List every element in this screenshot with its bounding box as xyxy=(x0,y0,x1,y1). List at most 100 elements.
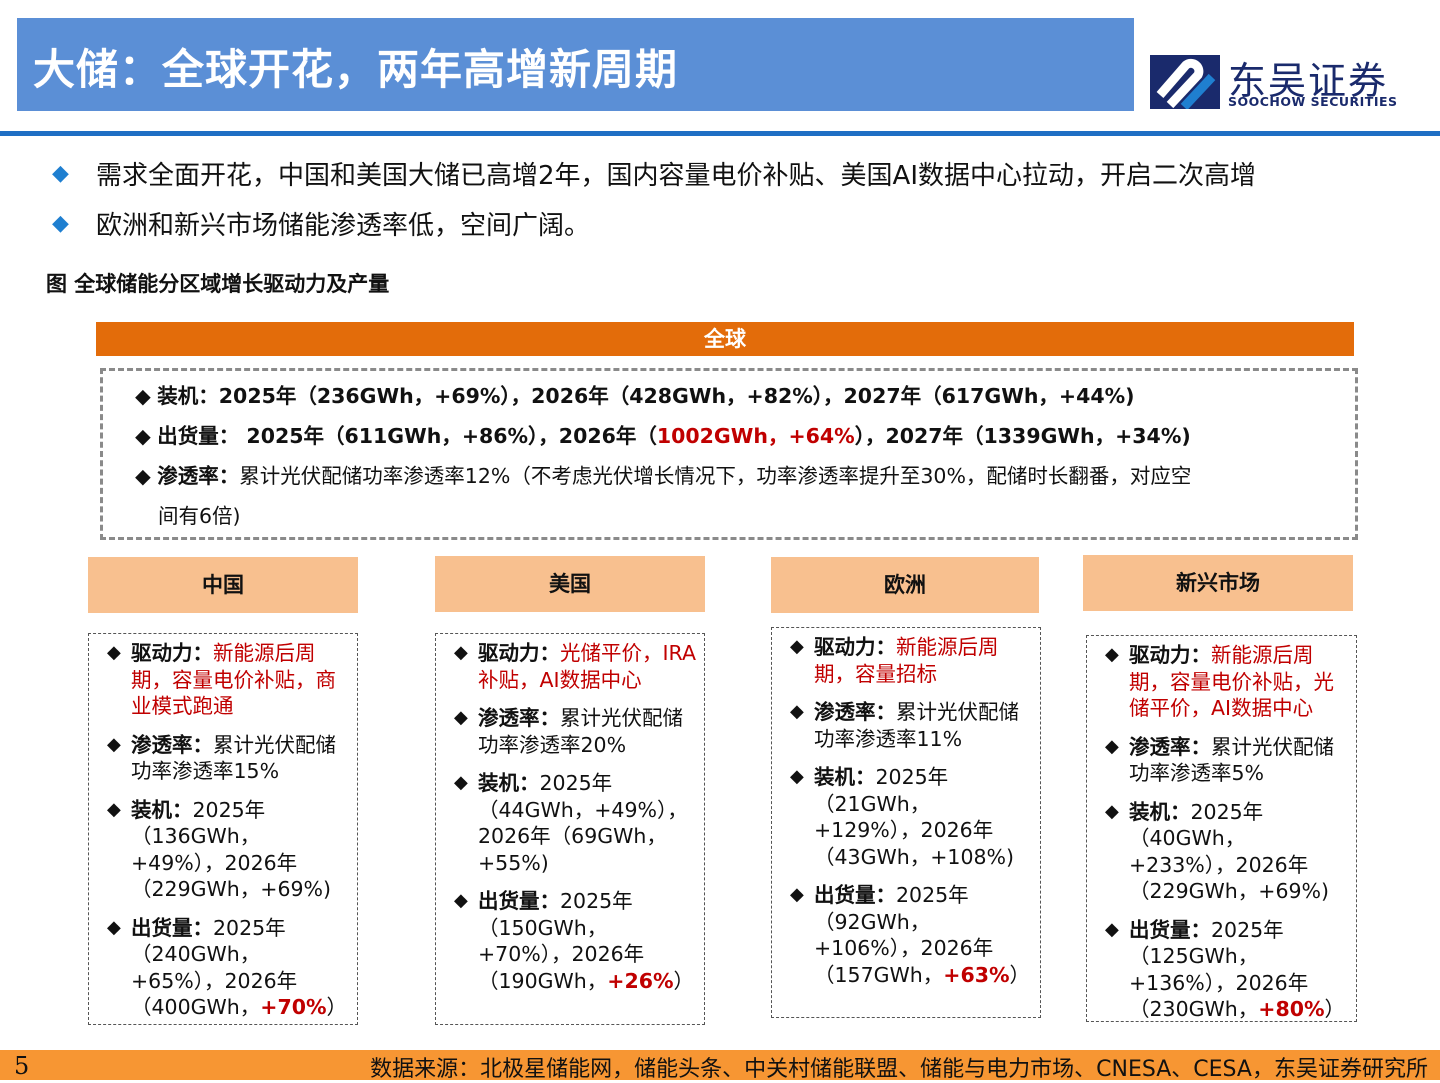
diamond-icon: ◆ xyxy=(1105,735,1119,757)
title-bar: 大储：全球开花，两年高增新周期 xyxy=(17,18,1134,111)
region-header: 中国 xyxy=(88,557,358,613)
text-segment: 出货量： xyxy=(478,889,560,913)
diamond-icon: ◆ xyxy=(1105,644,1119,665)
text-segment: 渗透率： xyxy=(1129,734,1211,759)
text-segment: 累计光伏配储功率渗透率20% xyxy=(478,706,683,757)
bullet-1: ◆ 需求全面开花，中国和美国大储已高增2年，国内容量电价补贴、美国AI数据中心拉动… xyxy=(52,155,1256,192)
diamond-icon: ◆ xyxy=(107,642,121,663)
diamond-icon: ◆ xyxy=(454,642,468,663)
region-item: ◆ 出货量：2025年（125GWh，+136%），2026年（230GWh，+8… xyxy=(1105,917,1348,1023)
region-header: 美国 xyxy=(435,556,705,612)
region-item: ◆ 渗透率：累计光伏配储功率渗透率5% xyxy=(1105,734,1348,787)
text-segment: 出货量： xyxy=(814,883,896,907)
text-segment: 2025年（44GWh，+49%），2026年（69GWh，+55%) xyxy=(478,771,688,875)
text-segment: ） xyxy=(1009,962,1031,987)
global-line: ◆ 出货量： 2025年（611GWh，+86%），2026年（1002GWh，… xyxy=(135,419,1191,449)
bullet-text: 需求全面开花，中国和美国大储已高增2年，国内容量电价补贴、美国AI数据中心拉动，… xyxy=(96,161,1256,191)
region-header: 欧洲 xyxy=(771,557,1039,613)
text-segment: 新能源后周期，容量电价补贴，商业模式跑通 xyxy=(131,641,336,718)
diamond-icon: ◆ xyxy=(52,211,69,236)
region-box: ◆ 驱动力：光储平价，IRA补贴，AI数据中心 ◆ 渗透率：累计光伏配储功率渗透率20… xyxy=(435,633,705,1025)
text-segment: 驱动力： xyxy=(1129,643,1211,667)
region-item: ◆ 装机：2025年（40GWh，+233%），2026年（229GWh，+69%… xyxy=(1105,799,1348,905)
text-segment: 渗透率： xyxy=(131,732,213,757)
diamond-icon: ◆ xyxy=(790,884,804,905)
diamond-icon: ◆ xyxy=(454,772,468,793)
text-segment: 累计光伏配储功率渗透率15% xyxy=(131,732,336,784)
text-segment: 驱动力： xyxy=(478,641,560,665)
text-segment: 出货量： xyxy=(1129,917,1211,942)
diamond-icon: ◆ xyxy=(1105,800,1119,822)
text-segment: 渗透率： xyxy=(814,700,896,724)
header-rule xyxy=(0,131,1440,136)
region-item: ◆ 驱动力：新能源后周期，容量电价补贴，商业模式跑通 xyxy=(107,640,349,720)
soochow-logo-icon xyxy=(1150,55,1220,109)
diamond-icon: ◆ xyxy=(454,707,468,728)
diamond-icon: ◆ xyxy=(454,890,468,911)
text-segment: 出货量： 2025年（611GWh，+86%），2026年（ xyxy=(157,424,657,448)
diamond-icon: ◆ xyxy=(790,701,804,722)
logo-text-cn: 东吴证券 xyxy=(1228,59,1389,103)
text-segment: 累计光伏配储功率渗透率12%（不考虑光伏增长情况下，功率渗透率提升至30%，配储… xyxy=(239,464,1192,488)
text-segment: 2025年（150GWh，+70%），2026年（190GWh， xyxy=(478,889,645,993)
region-item: ◆ 渗透率：累计光伏配储功率渗透率15% xyxy=(107,732,349,785)
region-item: ◆ 驱动力：光储平价，IRA补贴，AI数据中心 xyxy=(454,640,696,693)
logo-text-en: SOOCHOW SECURITIES xyxy=(1228,94,1398,109)
region-box: ◆ 驱动力：新能源后周期，容量电价补贴，商业模式跑通 ◆ 渗透率：累计光伏配储功率渗透… xyxy=(88,633,358,1025)
text-segment: 驱动力： xyxy=(814,635,896,659)
text-segment: 装机： xyxy=(131,797,193,822)
text-segment: +80% xyxy=(1258,997,1325,1021)
text-segment: 光储平价，IRA补贴，AI数据中心 xyxy=(478,641,696,692)
bullet-2: ◆ 欧洲和新兴市场储能渗透率低，空间广阔。 xyxy=(52,205,590,242)
text-segment: 2025年（21GWh，+129%），2026年（43GWh，+108%) xyxy=(814,765,1015,869)
text-segment: ） xyxy=(326,995,348,1019)
soochow-logo: 东吴证券 SOOCHOW SECURITIES xyxy=(1150,50,1410,112)
region-box: ◆ 驱动力：新能源后周期，容量电价补贴，光储平价，AI数据中心 ◆ 渗透率：累计光伏配… xyxy=(1086,635,1357,1022)
diamond-icon: ◆ xyxy=(107,916,121,938)
diamond-icon: ◆ xyxy=(135,464,158,488)
data-source: 数据来源：北极星储能网，储能头条、中关村储能联盟、储能与电力市场、CNESA、C… xyxy=(370,1057,1428,1082)
region-item: ◆ 出货量：2025年（240GWh，+65%），2026年（400GWh，+70… xyxy=(107,915,349,1021)
text-segment: 装机： xyxy=(814,765,876,789)
diamond-icon: ◆ xyxy=(790,636,804,657)
text-segment: 2025年（240GWh，+65%），2026年（400GWh， xyxy=(131,915,298,1020)
region-box: ◆ 驱动力：新能源后周期，容量招标 ◆ 渗透率：累计光伏配储功率渗透率11% ◆ 装机：2… xyxy=(771,627,1041,1018)
diamond-icon: ◆ xyxy=(1105,918,1119,940)
text-segment: +70% xyxy=(260,995,327,1019)
figure-caption: 图 全球储能分区域增长驱动力及产量 xyxy=(46,272,390,296)
region-item: ◆ 装机：2025年（44GWh，+49%），2026年（69GWh，+55%) xyxy=(454,770,696,876)
text-segment: +63% xyxy=(943,962,1010,987)
text-segment: 2025年（125GWh，+136%），2026年（230GWh， xyxy=(1129,917,1309,1022)
diamond-icon: ◆ xyxy=(52,161,69,186)
global-box: ◆ 装机：2025年（236GWh，+69%），2026年（428GWh，+82… xyxy=(100,368,1358,540)
region-item: ◆ 装机：2025年（136GWh，+49%），2026年（229GWh，+69%… xyxy=(107,797,349,903)
region-item: ◆ 渗透率：累计光伏配储功率渗透率11% xyxy=(790,699,1032,752)
global-line: ◆ 渗透率：累计光伏配储功率渗透率12%（不考虑光伏增长情况下，功率渗透率提升至… xyxy=(135,459,1191,489)
text-segment: 1002GWh，+64% xyxy=(656,424,855,448)
page-title: 大储：全球开花，两年高增新周期 xyxy=(33,45,679,94)
text-segment: 渗透率： xyxy=(478,706,560,730)
diamond-icon: ◆ xyxy=(790,766,804,787)
text-segment: ） xyxy=(1324,997,1346,1021)
text-segment: 间有6倍) xyxy=(158,504,241,528)
bullet-text: 欧洲和新兴市场储能渗透率低，空间广阔。 xyxy=(96,211,591,241)
text-segment: 新能源后周期，容量招标 xyxy=(814,635,999,686)
text-segment: 驱动力： xyxy=(131,641,213,665)
text-segment: +26% xyxy=(607,968,674,993)
text-segment: 装机：2025年（236GWh，+69%），2026年（428GWh，+82%）… xyxy=(157,384,1135,408)
text-segment: 2025年（40GWh，+233%），2026年（229GWh，+69%) xyxy=(1129,799,1330,904)
text-segment: 2025年（92GWh，+106%），2026年（157GWh， xyxy=(814,883,994,987)
diamond-icon: ◆ xyxy=(135,424,158,448)
global-header: 全球 xyxy=(96,322,1354,356)
region-header: 新兴市场 xyxy=(1083,555,1353,611)
region-item: ◆ 装机：2025年（21GWh，+129%），2026年（43GWh，+108%… xyxy=(790,764,1032,870)
region-item: ◆ 出货量：2025年（92GWh，+106%），2026年（157GWh，+63… xyxy=(790,882,1032,988)
diamond-icon: ◆ xyxy=(107,798,121,820)
diamond-icon: ◆ xyxy=(107,733,121,755)
text-segment: 新能源后周期，容量电价补贴，光储平价，AI数据中心 xyxy=(1129,643,1334,720)
text-segment: 出货量： xyxy=(131,915,213,940)
region-item: ◆ 渗透率：累计光伏配储功率渗透率20% xyxy=(454,705,696,758)
text-segment: 2025年（136GWh，+49%），2026年（229GWh，+69%) xyxy=(131,797,332,902)
region-item: ◆ 出货量：2025年（150GWh，+70%），2026年（190GWh，+26… xyxy=(454,888,696,994)
region-item: ◆ 驱动力：新能源后周期，容量招标 xyxy=(790,634,1032,687)
